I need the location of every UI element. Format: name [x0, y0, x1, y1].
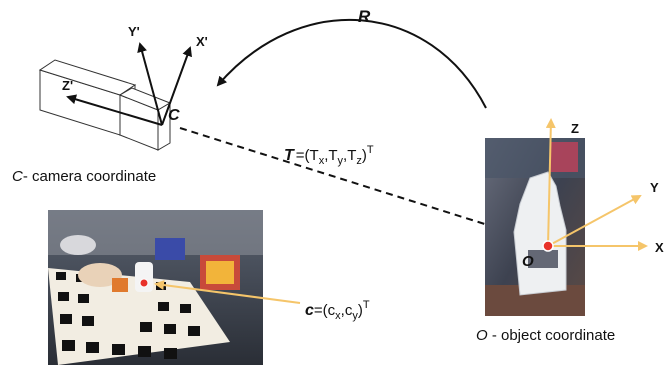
rotation-label: R — [358, 7, 371, 26]
object-caption-text: - object coordinate — [488, 327, 616, 344]
camera-caption: C- camera coordinate — [12, 168, 156, 185]
camera-icon — [38, 59, 172, 151]
scene-toy — [78, 263, 122, 287]
rotation-arc — [216, 18, 487, 109]
translation-line — [179, 127, 546, 244]
camera-axis-x-label: X' — [196, 34, 208, 49]
scene-blue-box — [155, 238, 185, 260]
object-photo — [485, 138, 585, 316]
object-origin-marker — [542, 240, 554, 252]
scene-photo — [48, 210, 263, 365]
object-axis-y-label: Y — [650, 180, 659, 195]
object-caption: O - object coordinate — [476, 327, 615, 344]
projected-point-marker — [139, 278, 149, 288]
object-axes — [545, 118, 648, 251]
scene-bottle — [135, 262, 153, 292]
projection-transpose: T — [363, 299, 370, 311]
object-origin-label: O — [522, 253, 534, 270]
translation-label: T =(Tx,Ty,Tz)T — [284, 144, 374, 167]
object-bottle-label — [528, 250, 558, 268]
camera-axis-z-label: Z' — [62, 78, 73, 93]
camera-caption-text: - camera coordinate — [23, 168, 156, 185]
object-axis-y-arrow — [547, 195, 642, 247]
marker-board — [48, 268, 230, 365]
translation-transpose: T — [367, 144, 374, 156]
object-caption-letter: O — [476, 327, 488, 344]
scene-orange-cup — [112, 278, 128, 292]
camera-axes — [66, 42, 192, 126]
scene-frame-inner — [206, 261, 234, 284]
object-axis-z-label: Z — [571, 121, 579, 136]
camera-lens-front — [157, 102, 171, 151]
camera-axis-x-arrow — [161, 46, 192, 126]
projection-symbol: c — [305, 302, 314, 319]
object-axis-x-label: X — [655, 240, 664, 255]
camera-axis-y-label: Y' — [128, 24, 140, 39]
projection-arrow — [154, 280, 301, 304]
camera-origin-label: C — [168, 107, 180, 124]
translation-symbol: T — [284, 147, 295, 164]
camera-caption-letter: C — [12, 168, 23, 185]
object-photo-pink — [550, 142, 578, 172]
camera-axis-y-arrow — [137, 42, 163, 126]
scene-bowl — [60, 235, 96, 255]
projection-label: c=(cx,cy)T — [305, 299, 370, 322]
camera-axis-z-arrow — [66, 94, 163, 126]
object-axis-z-arrow — [545, 118, 556, 247]
